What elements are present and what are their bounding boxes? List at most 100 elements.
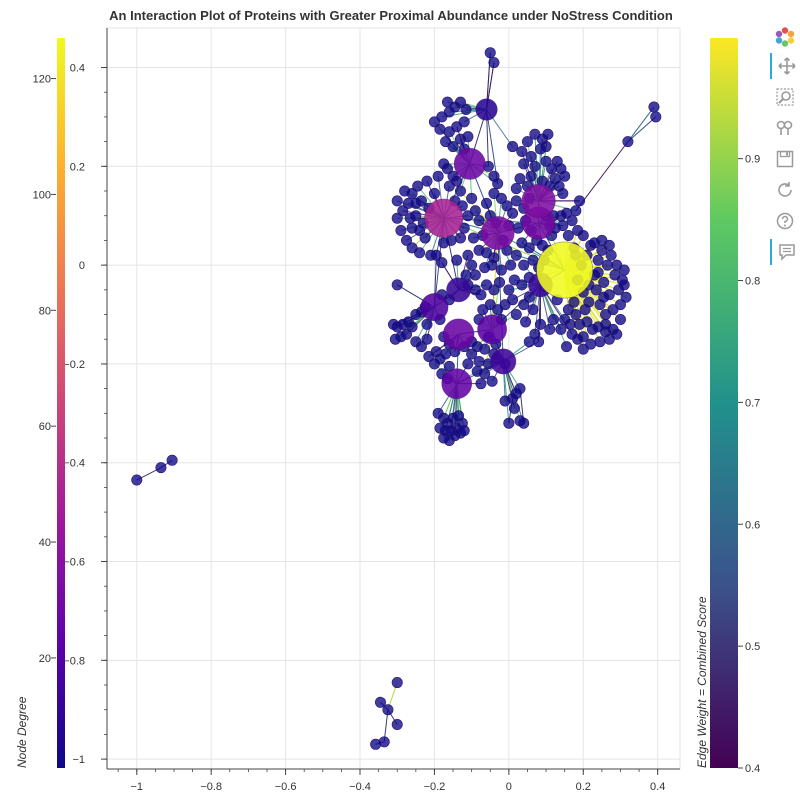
edge-weight-tick-label: 0.7 — [745, 397, 760, 409]
protein-node — [414, 225, 426, 237]
protein-node — [432, 407, 444, 419]
protein-node — [566, 215, 578, 227]
protein-node — [479, 262, 491, 274]
pan-tool[interactable] — [770, 53, 800, 79]
protein-node — [592, 267, 604, 279]
protein-node — [475, 378, 487, 390]
protein-node — [473, 244, 485, 256]
protein-node — [436, 257, 448, 269]
hub-protein-node — [475, 98, 498, 121]
bokeh-logo[interactable] — [770, 24, 800, 50]
protein-node — [423, 351, 435, 363]
protein-node — [432, 170, 444, 182]
protein-node — [622, 136, 634, 148]
protein-node — [510, 309, 522, 321]
node-degree-gradient — [57, 38, 65, 768]
protein-node — [421, 333, 433, 345]
protein-node — [547, 313, 559, 325]
edge-weight-tick-label: 0.8 — [745, 276, 760, 288]
protein-node — [557, 220, 569, 232]
help-tool[interactable] — [770, 208, 800, 234]
protein-node — [525, 170, 537, 182]
protein-node — [510, 183, 522, 195]
edge-weight-tick-label: 0.9 — [745, 154, 760, 166]
x-tick-label: −0.4 — [349, 781, 371, 793]
plot-frame — [106, 27, 681, 770]
wheel-zoom-tool[interactable] — [770, 115, 800, 141]
protein-node — [559, 313, 571, 325]
protein-node — [477, 304, 489, 316]
protein-node — [544, 323, 556, 335]
protein-node — [529, 160, 541, 172]
protein-node — [447, 170, 459, 182]
protein-node — [473, 215, 485, 227]
y-tick-label: −1 — [72, 754, 85, 766]
protein-node — [391, 279, 403, 291]
save-tool[interactable] — [770, 146, 800, 172]
protein-node — [391, 677, 403, 689]
protein-node — [440, 348, 452, 360]
protein-node — [562, 304, 574, 316]
protein-node — [492, 178, 504, 190]
hover-tool[interactable] — [770, 239, 800, 265]
hub-protein-node — [453, 147, 486, 180]
protein-node — [428, 187, 440, 199]
protein-node — [561, 341, 573, 353]
network-edge — [627, 106, 655, 142]
hub-protein-node — [480, 216, 515, 250]
hub-protein-node — [446, 277, 472, 303]
protein-node — [605, 249, 617, 261]
protein-node — [421, 318, 433, 330]
y-tick-label: −0.8 — [63, 655, 85, 667]
x-tick-label: −0.2 — [424, 781, 446, 793]
y-tick-label: −0.2 — [63, 359, 85, 371]
protein-node — [166, 454, 178, 466]
protein-node — [391, 195, 403, 207]
protein-node — [507, 207, 519, 219]
protein-node — [469, 269, 481, 281]
protein-node — [466, 192, 478, 204]
edge-weight-tick-label: 0.5 — [745, 641, 760, 653]
edge-weight-gradient — [710, 38, 738, 768]
protein-node — [505, 259, 517, 271]
grid-lines — [107, 28, 680, 769]
protein-node — [601, 259, 613, 271]
protein-node — [401, 234, 413, 246]
reset-tool[interactable] — [770, 177, 800, 203]
protein-node — [443, 180, 455, 192]
protein-node — [518, 417, 530, 429]
protein-node — [603, 239, 615, 251]
box-zoom-tool[interactable] — [770, 84, 800, 110]
node-degree-tick-label: 100 — [33, 189, 51, 201]
protein-node — [466, 348, 478, 360]
protein-node — [488, 252, 500, 264]
protein-node — [555, 323, 567, 335]
protein-node — [399, 185, 411, 197]
protein-node — [568, 296, 580, 308]
protein-node — [611, 328, 623, 340]
protein-node — [577, 343, 589, 355]
protein-node — [581, 316, 593, 328]
protein-node — [577, 229, 589, 241]
protein-node — [520, 316, 532, 328]
protein-node — [523, 291, 535, 303]
x-tick-label: −1 — [130, 781, 143, 793]
protein-node — [438, 158, 450, 170]
protein-node — [486, 375, 498, 387]
protein-node — [501, 200, 513, 212]
network-edge — [627, 116, 657, 142]
protein-node — [600, 318, 612, 330]
protein-node — [406, 321, 418, 333]
edge-weight-tick-label: 0.4 — [745, 763, 760, 775]
chart-title: An Interaction Plot of Proteins with Gre… — [109, 8, 673, 23]
protein-node — [503, 417, 515, 429]
protein-node — [592, 254, 604, 266]
protein-node — [648, 101, 660, 113]
protein-node — [516, 146, 528, 158]
protein-node — [462, 358, 474, 370]
node-degree-colorbar: 20 40 60 80 100 120 — [33, 38, 65, 768]
protein-node — [412, 180, 424, 192]
edge-weight-tick-label: 0.6 — [745, 519, 760, 531]
protein-node — [510, 249, 522, 261]
protein-node — [514, 173, 526, 185]
